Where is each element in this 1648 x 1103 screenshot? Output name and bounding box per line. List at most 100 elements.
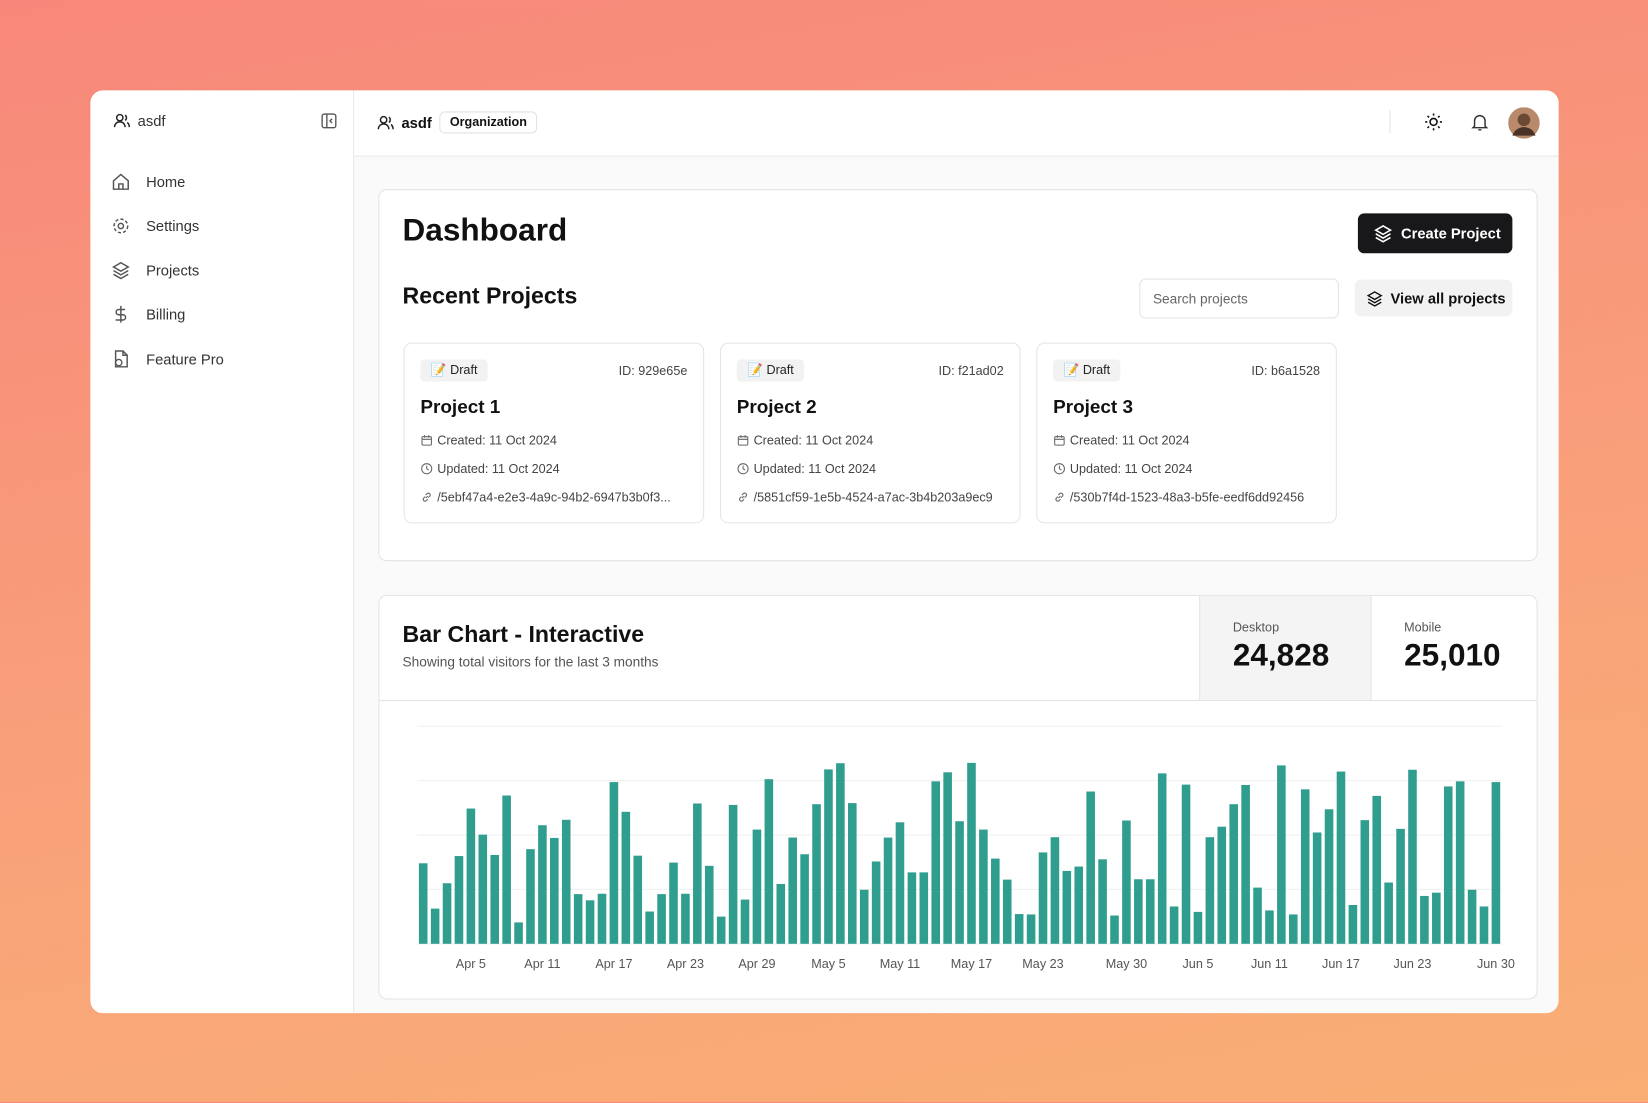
x-tick-label: Jun 11	[1251, 957, 1288, 971]
section-title: Recent Projects	[402, 282, 578, 309]
nav-item[interactable]: Settings	[109, 217, 340, 238]
projects-icon	[112, 261, 130, 280]
status-badge: 📝 Draft	[736, 359, 805, 382]
project-card[interactable]: 📝 Draft ID: 929e65e Project 1 Created: 11 O…	[403, 342, 705, 524]
create-project-button[interactable]: Create Project	[1357, 213, 1513, 254]
org-icon	[377, 115, 394, 130]
page-title: Dashboard	[402, 213, 568, 249]
project-card[interactable]: 📝 Draft ID: f21ad02 Project 2 Created: 11 O…	[719, 342, 1021, 524]
bar	[991, 858, 1000, 944]
bar	[1002, 879, 1012, 944]
bar	[633, 855, 643, 944]
nav-label: Home	[146, 173, 186, 191]
bar	[1122, 820, 1131, 944]
bar	[848, 803, 857, 944]
updated-icon	[737, 463, 749, 475]
x-tick-label: May 11	[880, 957, 920, 971]
project-id: ID: 929e65e	[618, 363, 688, 379]
project-name: Project 3	[1053, 396, 1134, 418]
chart-card: Bar Chart - Interactive Showing total vi…	[378, 594, 1538, 1000]
status-badge: 📝 Draft	[1053, 359, 1121, 382]
x-tick-label: May 30	[1106, 957, 1147, 971]
bar	[1157, 773, 1167, 944]
link-icon	[739, 492, 748, 502]
bar	[1432, 892, 1441, 944]
avatar[interactable]	[1508, 107, 1540, 139]
bar	[645, 911, 654, 944]
bar	[1134, 879, 1143, 944]
x-tick-label: Jun 30	[1477, 957, 1515, 971]
link-icon	[422, 492, 431, 502]
bar	[609, 782, 619, 944]
view-all-button[interactable]: View all projects	[1354, 279, 1513, 317]
billing-icon	[115, 305, 127, 323]
bar	[1467, 889, 1477, 944]
project-updated: Updated: 11 Oct 2024	[1069, 461, 1193, 477]
bar	[871, 861, 881, 944]
bar	[597, 893, 607, 944]
collapse-button[interactable]	[321, 112, 338, 129]
org-icon	[113, 113, 131, 128]
project-card[interactable]: 📝 Draft ID: b6a1528 Project 3 Created: 11 O…	[1036, 342, 1337, 524]
bar	[1145, 879, 1155, 944]
bar	[1026, 914, 1036, 944]
bar	[728, 804, 738, 944]
nav-label: Feature Pro	[146, 351, 224, 368]
theme-toggle[interactable]	[1424, 112, 1443, 131]
bar	[1217, 826, 1227, 944]
nav-item[interactable]: Projects	[109, 261, 340, 282]
project-link: /5ebf47a4-e2e3-4a9c-94b2-6947b3b0f3...	[437, 489, 671, 505]
bar	[693, 803, 702, 944]
bar	[1050, 837, 1060, 944]
x-tick-label: May 23	[1022, 957, 1063, 971]
status-badge: 📝 Draft	[420, 359, 488, 382]
separator	[1389, 110, 1391, 134]
bar	[1062, 870, 1072, 944]
nav-item[interactable]: Billing	[109, 305, 340, 326]
chart-subtitle: Showing total visitors for the last 3 mo…	[402, 653, 659, 670]
bar	[1491, 782, 1501, 944]
bar	[859, 889, 869, 944]
nav-label: Billing	[146, 305, 186, 323]
nav-item[interactable]: Home	[109, 172, 340, 193]
bar	[657, 894, 666, 944]
project-link: /530b7f4d-1523-48a3-b5fe-eedf6dd92456	[1069, 489, 1305, 505]
bar	[895, 822, 905, 944]
bar	[585, 900, 595, 944]
notifications-button[interactable]	[1470, 112, 1489, 131]
project-id: ID: b6a1528	[1251, 363, 1321, 379]
bar	[788, 837, 797, 944]
search-input[interactable]: Search projects	[1139, 278, 1339, 319]
project-updated: Updated: 11 Oct 2024	[753, 461, 877, 477]
bar	[800, 854, 809, 944]
bar	[1336, 771, 1346, 944]
bar	[752, 829, 762, 944]
org-badge: Organization	[439, 111, 538, 134]
button-label: Create Project	[1400, 224, 1501, 242]
stat-label: Mobile	[1404, 620, 1442, 635]
stat-label: Desktop	[1232, 620, 1280, 635]
x-tick-label: Apr 29	[738, 957, 775, 971]
bar	[716, 916, 726, 944]
bar	[681, 893, 690, 944]
stat-desktop[interactable]: Desktop 24,828	[1199, 595, 1371, 700]
feature-icon	[114, 350, 128, 368]
bar	[955, 821, 964, 944]
created-icon	[421, 435, 432, 446]
nav-item[interactable]: Feature Pro	[109, 350, 340, 371]
bar	[943, 772, 952, 944]
bar	[1360, 820, 1370, 944]
project-name: Project 1	[420, 396, 501, 418]
project-created: Created: 11 Oct 2024	[1069, 433, 1190, 448]
bar-chart: Apr 5 Apr 11 Apr 17 Apr 23 Apr 29 May 5 May 11…	[417, 725, 1515, 971]
bar	[1384, 882, 1393, 944]
x-tick-label: Apr 23	[667, 957, 704, 971]
bar	[1300, 789, 1310, 944]
bar	[824, 769, 833, 944]
stat-mobile[interactable]: Mobile 25,010	[1370, 595, 1537, 700]
project-created: Created: 11 Oct 2024	[753, 433, 874, 448]
bar	[1289, 914, 1298, 944]
x-tick-label: Apr 11	[524, 957, 560, 971]
